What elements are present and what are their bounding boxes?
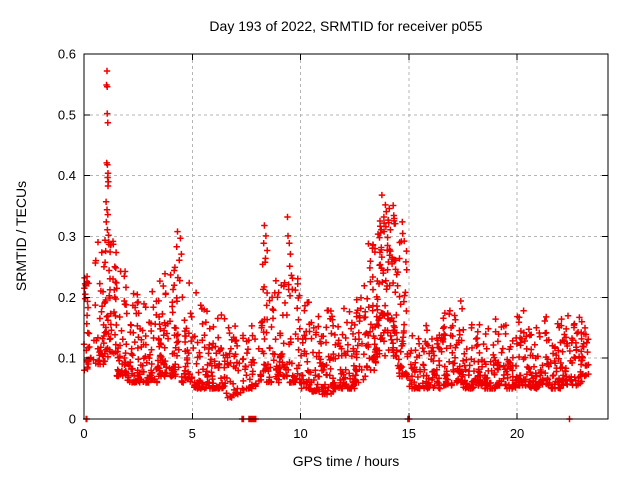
x-tick-label: 15 bbox=[402, 426, 416, 441]
y-tick-label: 0.2 bbox=[58, 290, 76, 305]
x-tick-label: 20 bbox=[510, 426, 524, 441]
y-tick-label: 0.3 bbox=[58, 229, 76, 244]
y-tick-label: 0 bbox=[69, 412, 76, 427]
x-tick-label: 5 bbox=[189, 426, 196, 441]
y-tick-label: 0.4 bbox=[58, 168, 76, 183]
data-points bbox=[80, 67, 592, 423]
y-tick-label: 0.1 bbox=[58, 351, 76, 366]
axis-ticks bbox=[83, 53, 608, 420]
y-tick-label: 0.5 bbox=[58, 107, 76, 122]
y-tick-label: 0.6 bbox=[58, 47, 76, 62]
chart-title: Day 193 of 2022, SRMTID for receiver p05… bbox=[209, 18, 483, 34]
x-axis-label: GPS time / hours bbox=[292, 453, 400, 469]
grid-lines bbox=[84, 54, 608, 419]
x-tick-label: 0 bbox=[80, 426, 87, 441]
x-tick-label: 10 bbox=[293, 426, 307, 441]
